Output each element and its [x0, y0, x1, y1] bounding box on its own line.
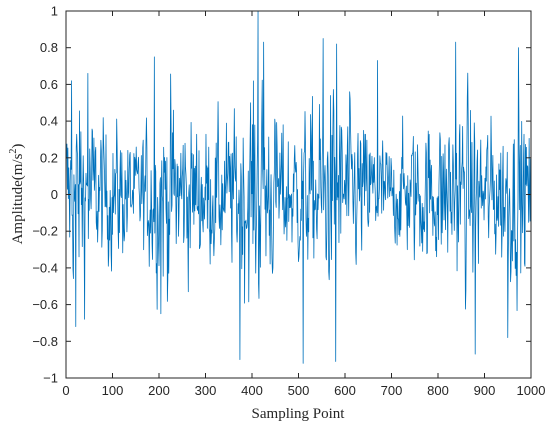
- x-tick-label: 0: [62, 383, 69, 398]
- y-tick-label: 0: [51, 187, 58, 202]
- y-tick-label: 0.2: [40, 150, 58, 165]
- y-tick-label: −0.6: [32, 297, 58, 312]
- y-tick-label: 0.8: [40, 40, 58, 55]
- y-tick-label: −0.8: [32, 334, 58, 349]
- x-tick-label: 500: [288, 383, 310, 398]
- y-axis-title: Amplitude(m/s2): [8, 144, 26, 245]
- signal-series-line: [65, 10, 531, 364]
- y-tick-label: 0.6: [40, 77, 58, 92]
- x-tick-label: 700: [381, 383, 403, 398]
- y-axis-title-superscript: 2: [8, 149, 19, 154]
- x-tick-label: 200: [148, 383, 170, 398]
- x-tick-label: 1000: [517, 383, 546, 398]
- y-axis: −1 −0.8 −0.6 −0.4 −0.2 0 0.2 0.4 0.6 0.8 1: [32, 4, 531, 386]
- y-tick-label: 0.4: [40, 114, 58, 129]
- signal-trace-layer: [65, 10, 531, 364]
- x-axis-title: Sampling Point: [252, 406, 346, 422]
- x-tick-label: 600: [334, 383, 356, 398]
- x-tick-label: 100: [102, 383, 124, 398]
- x-tick-label: 300: [195, 383, 217, 398]
- x-tick-label: 800: [427, 383, 449, 398]
- y-tick-label: −0.2: [32, 224, 58, 239]
- y-tick-label: −0.4: [32, 260, 58, 275]
- x-axis: 0 100 200 300 400 500 600 700 800 900 1000: [62, 11, 545, 398]
- plot-background: [66, 11, 531, 378]
- y-tick-label: −1: [43, 371, 58, 386]
- y-tick-label: 1: [51, 4, 58, 19]
- x-tick-label: 400: [241, 383, 263, 398]
- x-tick-label: 900: [474, 383, 496, 398]
- y-axis-title-suffix: ): [10, 144, 26, 149]
- y-axis-title-main: Amplitude(m/s: [10, 153, 26, 244]
